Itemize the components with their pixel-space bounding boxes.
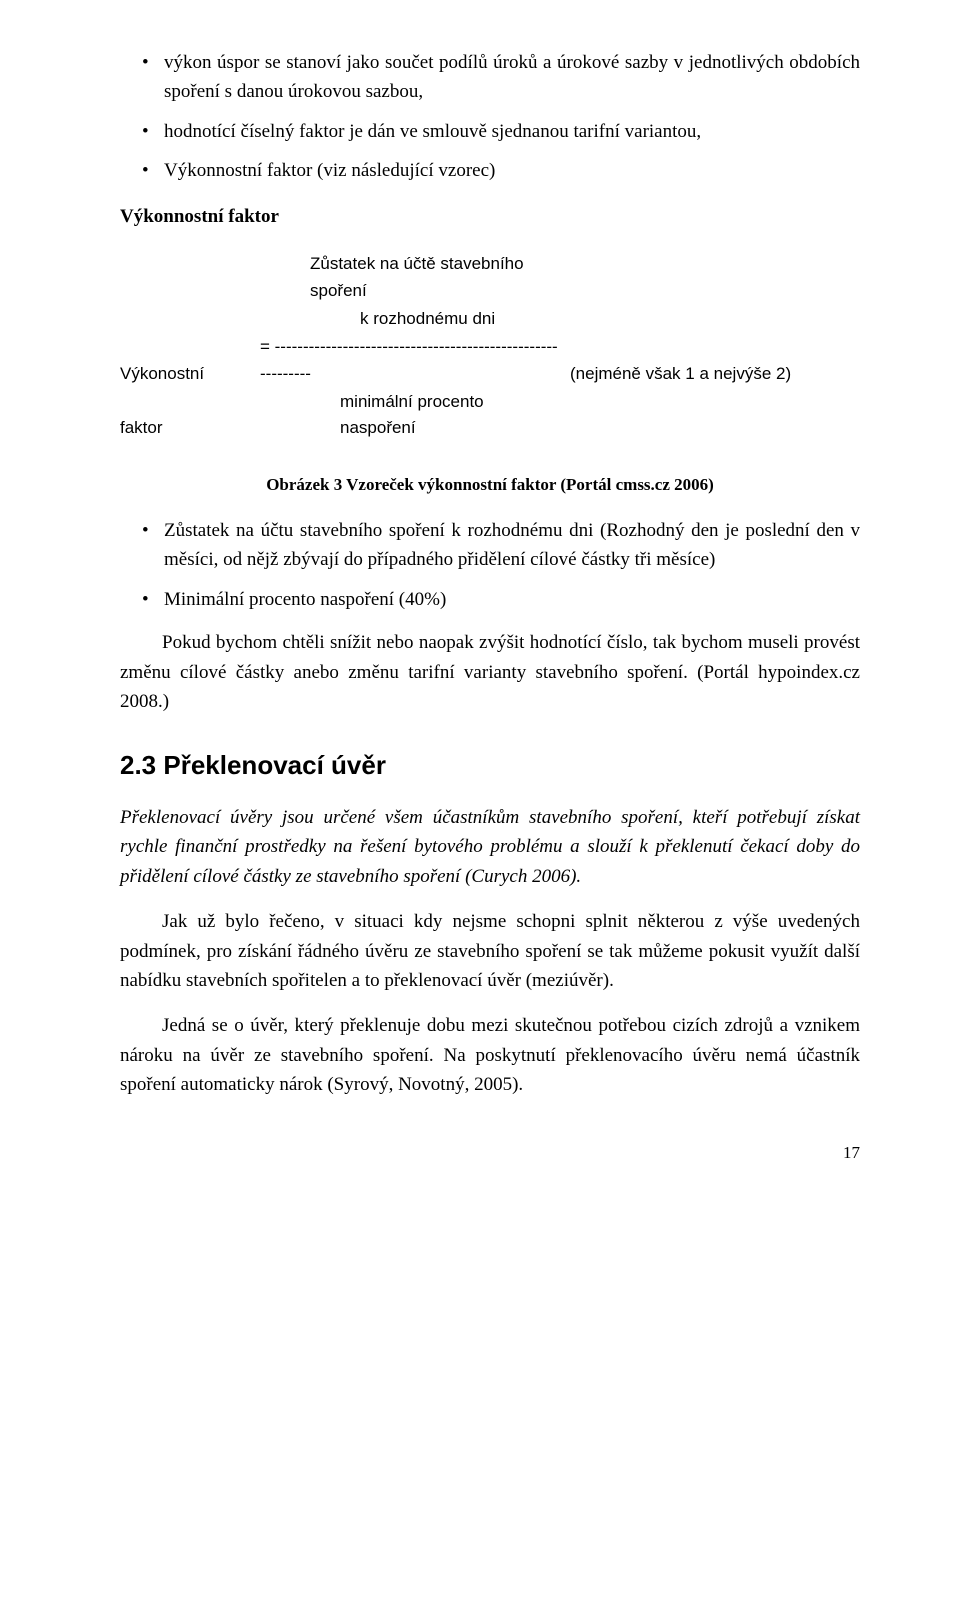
formula-denominator: minimální procento naspoření: [250, 389, 560, 442]
bullet-item: Minimální procento naspoření (40%): [142, 585, 860, 614]
mid-bullet-list: Zůstatek na účtu stavebního spoření k ro…: [120, 516, 860, 614]
figure-caption: Obrázek 3 Vzoreček výkonnostní faktor (P…: [120, 472, 860, 498]
italic-definition: Překlenovací úvěry jsou určené všem účas…: [120, 803, 860, 891]
section-label: Výkonnostní faktor: [120, 202, 860, 231]
para-text: Jedná se o úvěr, který překlenuje dobu m…: [120, 1011, 860, 1099]
bullet-item: Výkonnostní faktor (viz následující vzor…: [142, 156, 860, 185]
body-paragraph-2: Jedná se o úvěr, který překlenuje dobu m…: [120, 1011, 860, 1099]
body-paragraph-1: Jak už bylo řečeno, v situaci kdy nejsme…: [120, 907, 860, 995]
page-number: 17: [120, 1140, 860, 1166]
top-bullet-list: výkon úspor se stanoví jako součet podíl…: [120, 48, 860, 186]
formula-numerator-line2: k rozhodnému dni: [250, 306, 560, 332]
formula-numerator-line1: Zůstatek na účtě stavebního spoření: [250, 251, 560, 304]
para-text: Pokud bychom chtěli snížit nebo naopak z…: [120, 628, 860, 716]
formula-block: Zůstatek na účtě stavebního spoření k ro…: [120, 251, 860, 441]
bullet-item: hodnotící číselný faktor je dán ve smlou…: [142, 117, 860, 146]
bullet-item: Zůstatek na účtu stavebního spoření k ro…: [142, 516, 860, 575]
para-text: Jak už bylo řečeno, v situaci kdy nejsme…: [120, 907, 860, 995]
formula-right-note: (nejméně však 1 a nejvýše 2): [560, 361, 860, 387]
formula-left-label-2: faktor: [120, 415, 250, 441]
paragraph-after-bullets: Pokud bychom chtěli snížit nebo naopak z…: [120, 628, 860, 716]
formula-left-label-1: Výkonostní: [120, 361, 250, 387]
bullet-item: výkon úspor se stanoví jako součet podíl…: [142, 48, 860, 107]
section-heading: 2.3 Překlenovací úvěr: [120, 745, 860, 785]
formula-divider: = --------------------------------------…: [250, 334, 560, 387]
